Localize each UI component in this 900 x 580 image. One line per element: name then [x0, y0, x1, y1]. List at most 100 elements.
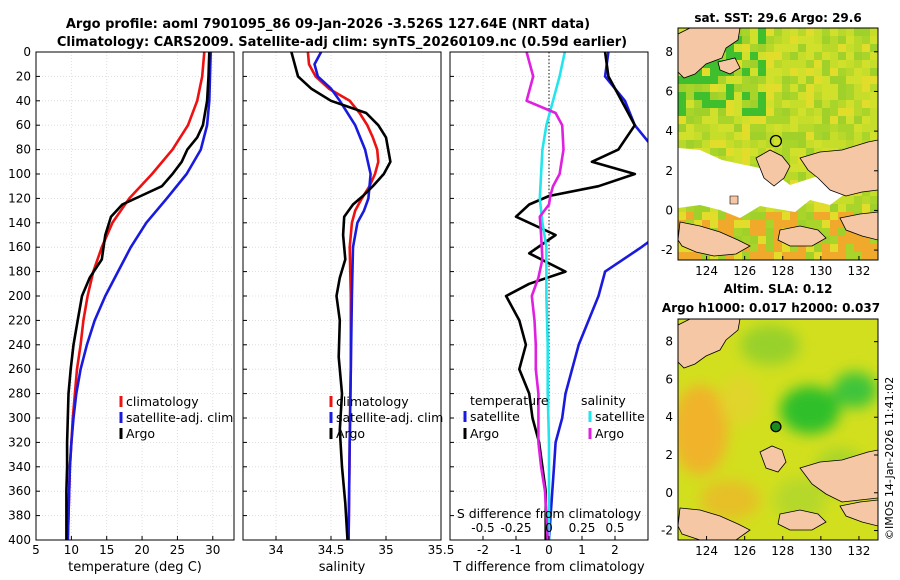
- sst-cell: [686, 252, 694, 260]
- sst-cell: [838, 124, 846, 132]
- sst-cell: [862, 84, 870, 92]
- temperature-ytick-label: 400: [8, 533, 31, 547]
- sst-cell: [846, 60, 854, 68]
- sst-cell: [822, 228, 830, 236]
- sst-cell: [814, 60, 822, 68]
- temperature-series-group: [65, 52, 212, 540]
- sst-cell: [734, 124, 742, 132]
- sst-cell: [870, 204, 878, 212]
- sst-cell: [766, 204, 774, 212]
- sst-cell: [830, 244, 838, 252]
- sst-cell: [726, 116, 734, 124]
- sal-legend-satellite-label: satellite-adj. clim: [336, 410, 443, 425]
- sst-cell: [822, 132, 830, 140]
- sst-cell: [822, 92, 830, 100]
- sst_map-ytick-label: -2: [661, 243, 673, 257]
- sst-cell: [758, 204, 766, 212]
- sst-cell: [766, 76, 774, 84]
- sst-cell: [846, 140, 854, 148]
- sla-map-frame: [677, 318, 879, 541]
- sst-cell: [846, 68, 854, 76]
- sst-cell: [702, 124, 710, 132]
- figure-title-line1: Argo profile: aoml 7901095_86 09-Jan-202…: [66, 17, 590, 32]
- sst-cell: [790, 60, 798, 68]
- sst-cell: [742, 100, 750, 108]
- sst-cell: [686, 132, 694, 140]
- sst-cell: [758, 44, 766, 52]
- sst-cell: [758, 28, 766, 36]
- difference-panel: -2 -1 0 1 2 T difference from climatology -0.5…: [449, 51, 649, 575]
- sst-cell: [726, 76, 734, 84]
- sst-cell: [862, 196, 870, 204]
- sst-cell: [718, 68, 726, 76]
- sst-cell: [838, 28, 846, 36]
- sst-cell: [870, 44, 878, 52]
- sst-cell: [806, 132, 814, 140]
- sst-cell: [694, 100, 702, 108]
- sst-cell: [822, 108, 830, 116]
- sst-cell: [790, 36, 798, 44]
- sst-land-islet: [729, 195, 739, 205]
- sst-cell: [702, 100, 710, 108]
- sst-cell: [822, 244, 830, 252]
- sst-cell: [766, 36, 774, 44]
- sst-cell: [814, 100, 822, 108]
- sdiff-tick-label: 0: [545, 521, 553, 535]
- salinity-panel: 34 34.5 35 35.5 salinity climatologysatellite…: [242, 51, 454, 575]
- sla-land-halmahera: [799, 449, 878, 503]
- sst-cell: [798, 172, 806, 180]
- sst-cell: [750, 228, 758, 236]
- sst-cell: [854, 252, 862, 260]
- salinity-line-argo: [290, 52, 392, 540]
- sst-cell: [718, 100, 726, 108]
- sst-cell: [742, 36, 750, 44]
- sst-cell: [686, 140, 694, 148]
- sst-cell: [806, 108, 814, 116]
- temperature-line-argo: [65, 52, 211, 540]
- sst-cell: [838, 60, 846, 68]
- sst-cell: [838, 140, 846, 148]
- sst-cell: [846, 228, 854, 236]
- temp-legend-satellite-label: satellite-adj. clim: [126, 410, 233, 425]
- sst-cell: [862, 68, 870, 76]
- sst-cell: [798, 244, 806, 252]
- sst-cell: [702, 68, 710, 76]
- sst-cell: [742, 148, 750, 156]
- temperature-xtick-label: 10: [64, 543, 79, 557]
- sst-cell: [854, 244, 862, 252]
- sst-cell: [686, 116, 694, 124]
- sst-cell: [686, 108, 694, 116]
- sst-cell: [726, 44, 734, 52]
- difference-xtick-label: -1: [510, 543, 522, 557]
- sst-cell: [758, 92, 766, 100]
- sst-cell: [758, 100, 766, 108]
- temperature-ytick-label: 80: [16, 143, 31, 157]
- sst-cell: [750, 108, 758, 116]
- diff-legend-salinity-title: salinity: [581, 393, 626, 408]
- sst-cell: [734, 92, 742, 100]
- sst-cell: [822, 140, 830, 148]
- sst-cell: [806, 84, 814, 92]
- sst-cell: [814, 244, 822, 252]
- sst-cell: [830, 36, 838, 44]
- sst-cell: [798, 68, 806, 76]
- sst-cell: [798, 220, 806, 228]
- sst-cell: [790, 244, 798, 252]
- sst-cell: [718, 132, 726, 140]
- sla-land-obi: [777, 509, 827, 531]
- sst-cell: [790, 172, 798, 180]
- sst-cell: [838, 84, 846, 92]
- sst-cell: [822, 84, 830, 92]
- sst-cell: [854, 132, 862, 140]
- sst-cell: [790, 84, 798, 92]
- sst-cell: [742, 108, 750, 116]
- sst-cell: [838, 196, 846, 204]
- sst-cell: [782, 172, 790, 180]
- sst-cell: [774, 140, 782, 148]
- copyright-timestamp: ©IMOS 14-Jan-2026 11:41:02: [883, 377, 896, 540]
- sst-cell: [814, 28, 822, 36]
- sst-cell: [694, 116, 702, 124]
- sst-cell: [726, 132, 734, 140]
